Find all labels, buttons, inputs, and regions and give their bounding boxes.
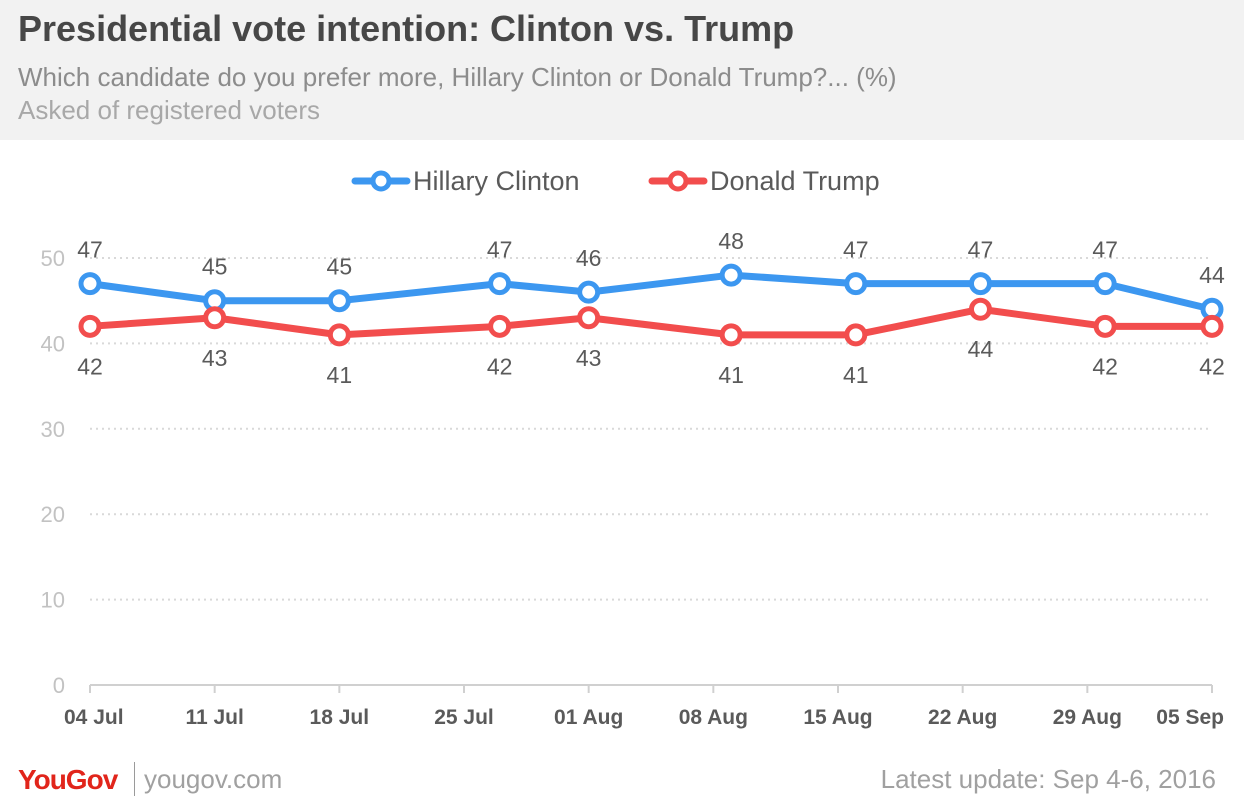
- data-label: 44: [1199, 262, 1225, 288]
- data-point: [488, 314, 512, 338]
- data-label: 47: [1092, 237, 1118, 263]
- data-label: 43: [576, 345, 602, 371]
- data-label: 41: [718, 362, 744, 388]
- x-tick-label: 25 Jul: [434, 706, 494, 729]
- data-point: [78, 314, 102, 338]
- data-point: [78, 272, 102, 296]
- x-tick-label: 01 Aug: [554, 706, 623, 729]
- y-tick-label: 20: [41, 502, 65, 527]
- data-point: [719, 323, 743, 347]
- data-label: 46: [576, 245, 602, 271]
- data-label: 47: [843, 237, 869, 263]
- line-chart: 0 10 20 30 40 50 04 Jul 11 Jul 18 Jul 25 Jul 01 Au…: [41, 166, 1225, 729]
- data-point: [844, 323, 868, 347]
- data-point: [203, 306, 227, 330]
- data-label: 41: [843, 362, 869, 388]
- data-label: 42: [487, 353, 513, 379]
- series-line: [86, 305, 1216, 339]
- data-label: 42: [1092, 353, 1118, 379]
- x-tick-label: 05 Sep: [1156, 706, 1224, 729]
- data-point: [968, 297, 992, 321]
- data-point: [1093, 272, 1117, 296]
- chart-title: Presidential vote intention: Clinton vs.…: [18, 8, 795, 49]
- legend-marker: [667, 170, 689, 192]
- data-point: [1200, 314, 1224, 338]
- y-tick-label: 0: [53, 673, 65, 698]
- data-label: 44: [968, 336, 994, 362]
- x-tick-label: 29 Aug: [1053, 706, 1122, 729]
- x-tick-label: 15 Aug: [803, 706, 872, 729]
- chart-note: Asked of registered voters: [18, 95, 321, 125]
- y-tick-label: 30: [41, 417, 65, 442]
- footer-divider: [134, 762, 135, 796]
- data-point: [719, 263, 743, 287]
- data-label: 47: [968, 237, 994, 263]
- data-label: 45: [202, 254, 228, 280]
- legend-label: Hillary Clinton: [413, 166, 580, 196]
- data-label: 43: [202, 345, 228, 371]
- data-point: [844, 272, 868, 296]
- y-tick-label: 10: [41, 588, 65, 613]
- x-tick-label: 08 Aug: [679, 706, 748, 729]
- data-label: 41: [327, 362, 353, 388]
- series-line: [86, 271, 1216, 313]
- x-tick-label: 22 Aug: [928, 706, 997, 729]
- data-label: 42: [1199, 353, 1225, 379]
- legend-marker: [370, 170, 392, 192]
- data-point: [968, 272, 992, 296]
- yougov-logo: YouGov: [18, 764, 118, 795]
- legend-label: Donald Trump: [710, 166, 880, 196]
- data-label: 48: [718, 228, 744, 254]
- data-label: 47: [77, 237, 103, 263]
- latest-update: Latest update: Sep 4-6, 2016: [880, 764, 1216, 794]
- y-tick-label: 40: [41, 331, 65, 356]
- data-point: [577, 280, 601, 304]
- data-point: [327, 323, 351, 347]
- chart-subtitle: Which candidate do you prefer more, Hill…: [18, 62, 897, 92]
- x-tick-label: 11 Jul: [185, 706, 243, 729]
- data-point: [1093, 314, 1117, 338]
- data-point: [577, 306, 601, 330]
- footer-url[interactable]: yougov.com: [144, 764, 283, 794]
- data-label: 47: [487, 237, 513, 263]
- x-tick-label: 18 Jul: [310, 706, 370, 729]
- data-point: [488, 272, 512, 296]
- data-label: 45: [327, 254, 353, 280]
- data-label: 42: [77, 353, 103, 379]
- x-tick-label: 04 Jul: [64, 706, 124, 729]
- header: Presidential vote intention: Clinton vs.…: [0, 0, 1244, 140]
- data-point: [327, 289, 351, 313]
- y-tick-label: 50: [41, 246, 65, 271]
